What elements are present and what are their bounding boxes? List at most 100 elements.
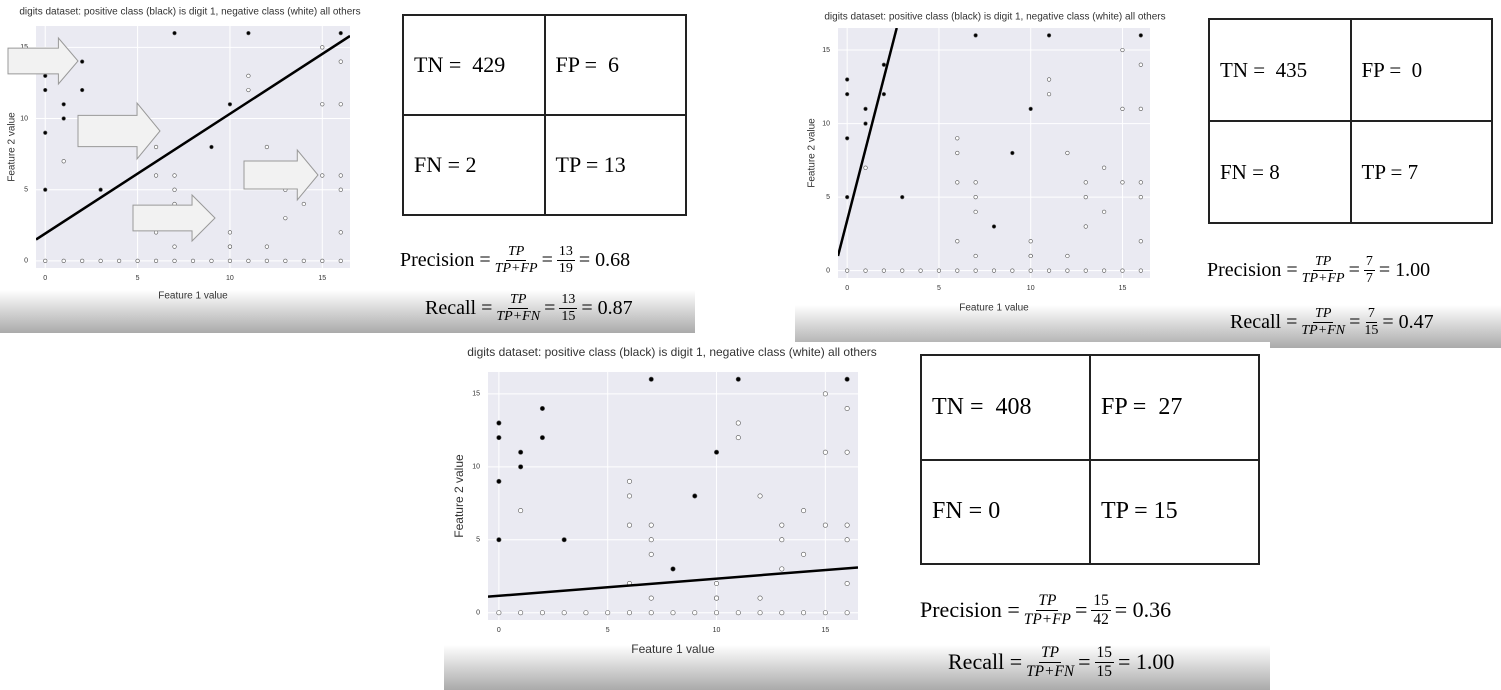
formula-result: = 1.00 bbox=[1378, 258, 1431, 281]
panel-shade bbox=[795, 305, 1501, 348]
data-point bbox=[881, 92, 886, 97]
matrix-cell: TN = 408 bbox=[921, 355, 1090, 460]
matrix-cell: FP = 0 bbox=[1350, 19, 1492, 121]
data-point bbox=[496, 537, 502, 543]
data-point bbox=[822, 391, 828, 397]
numerator: TP bbox=[1036, 591, 1059, 611]
data-point bbox=[844, 376, 850, 382]
data-point bbox=[844, 581, 850, 587]
data-point bbox=[845, 92, 850, 97]
data-point bbox=[1028, 106, 1033, 111]
equals: = bbox=[1074, 597, 1088, 622]
chart-title: digits dataset: positive class (black) i… bbox=[824, 12, 1165, 23]
data-point bbox=[1138, 268, 1143, 273]
data-point bbox=[338, 102, 343, 107]
matrix-cell: FP = 27 bbox=[1090, 355, 1259, 460]
x-tick-label: 5 bbox=[937, 285, 941, 292]
data-point bbox=[1028, 268, 1033, 273]
formula-label: Recall = bbox=[948, 649, 1023, 674]
data-point bbox=[246, 73, 251, 78]
y-tick-label: 0 bbox=[826, 267, 830, 274]
data-point bbox=[190, 258, 196, 263]
data-point bbox=[626, 522, 632, 528]
y-tick-label: 5 bbox=[826, 194, 830, 201]
series-group bbox=[36, 31, 350, 263]
data-point bbox=[779, 537, 785, 543]
equals: = bbox=[544, 296, 556, 319]
data-point bbox=[1138, 195, 1143, 200]
data-point bbox=[539, 405, 545, 411]
data-point bbox=[338, 258, 343, 263]
numerator: TP bbox=[1312, 253, 1334, 271]
annotation-arrow bbox=[7, 36, 79, 86]
data-point bbox=[172, 258, 177, 263]
x-tick-label: 15 bbox=[821, 627, 829, 634]
data-point bbox=[80, 59, 85, 64]
data-point bbox=[246, 31, 251, 36]
data-point bbox=[43, 130, 48, 135]
data-point bbox=[518, 610, 524, 616]
formula: Recall = TP TP+FN = 13 15 = 0.87 bbox=[425, 286, 633, 330]
equals: = bbox=[1349, 310, 1361, 333]
x-tick-label: 10 bbox=[1027, 285, 1035, 292]
formula: Precision = TP TP+FP = 15 42 = 0.36 bbox=[920, 588, 1171, 632]
data-point bbox=[61, 159, 66, 164]
matrix-cell: TP = 13 bbox=[544, 115, 686, 215]
data-point bbox=[844, 610, 850, 616]
data-point bbox=[648, 522, 654, 528]
data-point bbox=[496, 478, 502, 484]
matrix-cell: TN = 435 bbox=[1209, 19, 1351, 121]
data-point bbox=[1028, 253, 1033, 259]
numerator: 15 bbox=[1091, 591, 1111, 611]
data-point bbox=[801, 508, 807, 514]
data-point bbox=[1065, 268, 1070, 273]
formula-label: Recall = bbox=[425, 296, 493, 319]
formula: Recall = TP TP+FN = 7 15 = 0.47 bbox=[1230, 300, 1434, 344]
data-point bbox=[1065, 253, 1070, 259]
data-point bbox=[518, 449, 524, 455]
data-point bbox=[1083, 180, 1088, 185]
fraction: 7 15 bbox=[1364, 306, 1378, 339]
data-point bbox=[801, 610, 807, 616]
data-point bbox=[863, 165, 868, 170]
denominator: TP+FP bbox=[494, 260, 538, 276]
data-point bbox=[98, 187, 103, 192]
data-point bbox=[283, 216, 288, 221]
equals: = bbox=[1348, 258, 1360, 281]
data-point bbox=[518, 464, 524, 470]
data-point bbox=[973, 253, 978, 259]
data-point bbox=[822, 449, 828, 455]
fraction: TP TP+FP bbox=[495, 244, 538, 277]
data-point bbox=[1065, 150, 1070, 156]
data-point bbox=[844, 449, 850, 455]
data-point bbox=[692, 610, 698, 616]
formula-result: = 1.00 bbox=[1117, 649, 1175, 674]
chart-title: digits dataset: positive class (black) i… bbox=[19, 7, 360, 18]
y-tick-label: 0 bbox=[476, 610, 480, 617]
y-tick-label: 0 bbox=[24, 258, 28, 265]
data-point bbox=[757, 595, 763, 601]
denominator: TP+FP bbox=[1301, 270, 1345, 286]
data-point bbox=[822, 610, 828, 616]
numerator: TP bbox=[508, 291, 529, 309]
y-axis-label: Feature 2 value bbox=[7, 112, 18, 182]
denominator: TP+FN bbox=[1301, 322, 1346, 338]
data-point bbox=[496, 610, 502, 616]
data-point bbox=[845, 268, 850, 273]
data-point bbox=[153, 173, 159, 178]
data-point bbox=[863, 121, 868, 126]
data-point bbox=[1120, 47, 1125, 53]
data-point bbox=[973, 33, 978, 38]
decision-line bbox=[488, 566, 858, 598]
annotation-arrow bbox=[243, 148, 319, 202]
numerator: 15 bbox=[1094, 643, 1114, 663]
data-point bbox=[209, 144, 214, 150]
data-point bbox=[801, 551, 807, 557]
data-point bbox=[227, 230, 233, 235]
numerator: TP bbox=[505, 243, 527, 261]
data-point bbox=[973, 209, 978, 214]
data-point bbox=[338, 187, 343, 192]
data-point bbox=[648, 376, 654, 382]
equals: = bbox=[1078, 649, 1091, 674]
